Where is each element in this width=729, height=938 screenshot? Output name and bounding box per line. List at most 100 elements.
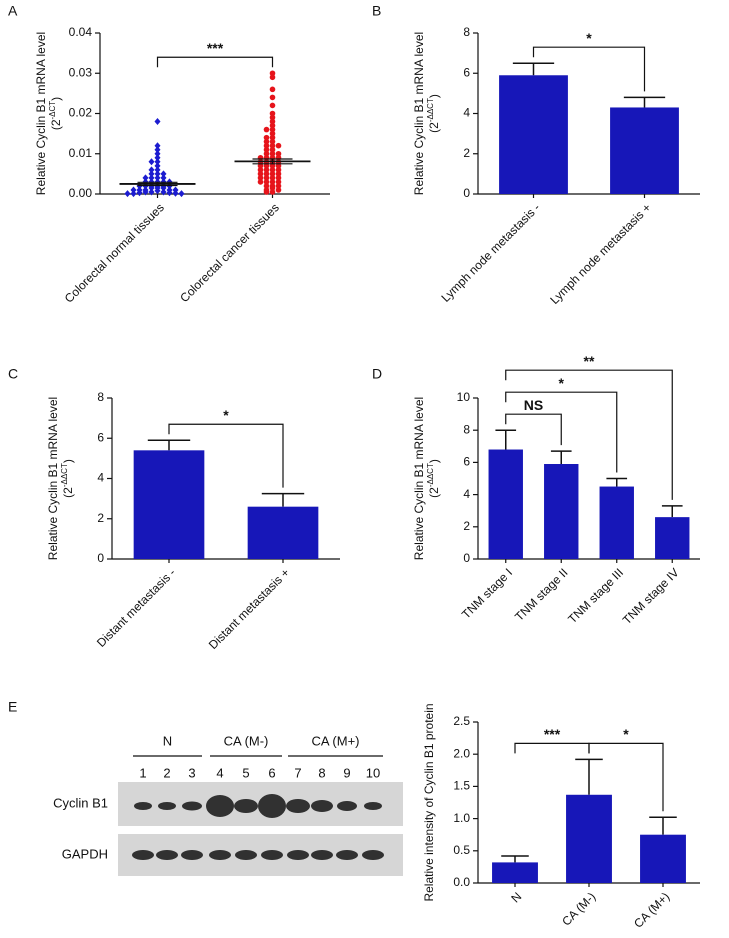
panel-letter: D <box>372 366 382 382</box>
y-unit-part: ) <box>49 97 63 101</box>
y-axis-unit: (2-ΔCT) <box>48 97 64 130</box>
significance-bracket <box>505 391 618 473</box>
lane-label: 2 <box>163 765 170 780</box>
data-point <box>269 171 276 177</box>
blot-band <box>311 800 333 812</box>
y-unit-part: (2 <box>49 119 63 130</box>
blot-band <box>182 801 202 811</box>
data-point <box>263 175 270 181</box>
x-tick-label: Lymph node metastasis - <box>438 200 542 304</box>
y-unit-part: ) <box>427 459 441 463</box>
lane-label: 5 <box>242 765 249 780</box>
significance-bracket <box>156 56 274 68</box>
blot-band <box>209 850 231 860</box>
y-axis-unit: (2-ΔΔCT) <box>426 94 442 133</box>
data-point <box>269 179 276 185</box>
bar <box>599 486 634 559</box>
blot-band <box>206 795 234 817</box>
data-point <box>275 183 282 189</box>
blot-band <box>156 850 178 860</box>
x-tick-label: Distant metastasis + <box>206 565 293 652</box>
data-point <box>269 138 276 145</box>
bar <box>566 794 612 883</box>
data-point <box>269 118 276 125</box>
bar <box>247 506 319 559</box>
lane-label: 10 <box>366 765 380 780</box>
x-tick-label: TNM stage II <box>512 565 570 623</box>
data-point <box>269 126 276 133</box>
data-point <box>257 179 264 185</box>
data-point <box>263 179 270 185</box>
y-tick-label: 2.0 <box>453 746 470 760</box>
data-point <box>263 167 270 173</box>
blot-group-label: CA (M+) <box>311 733 359 748</box>
data-point <box>269 189 276 195</box>
data-point <box>154 118 161 126</box>
data-point <box>257 163 264 169</box>
data-point <box>130 186 137 194</box>
data-point <box>178 190 185 198</box>
data-point <box>275 187 282 193</box>
data-point <box>148 174 155 182</box>
y-tick-label: 10 <box>457 390 471 404</box>
data-point <box>263 126 270 133</box>
lane-label: 9 <box>343 765 350 780</box>
data-point <box>269 86 276 93</box>
y-unit-part: (2 <box>61 487 75 498</box>
y-axis-label: Relative intensity of Cyclin B1 protein <box>422 703 436 901</box>
y-tick-label: 1.5 <box>453 779 470 793</box>
data-point <box>269 102 276 109</box>
blot-band <box>337 801 357 811</box>
blot-band <box>134 802 152 810</box>
significance-label: *** <box>207 40 224 56</box>
y-tick-label: 8 <box>97 390 104 404</box>
data-point <box>160 184 167 192</box>
data-point <box>269 70 276 77</box>
y-tick-label: 0.00 <box>69 186 93 200</box>
data-point <box>263 189 270 195</box>
data-point <box>263 146 270 153</box>
data-point <box>275 142 282 149</box>
lane-label: 8 <box>318 765 325 780</box>
data-point <box>142 174 149 182</box>
lane-label: 3 <box>188 765 195 780</box>
data-point <box>263 163 270 169</box>
data-point <box>160 188 167 196</box>
significance-bracket <box>168 423 284 488</box>
blot-group-label: CA (M-) <box>224 733 269 748</box>
data-point <box>269 142 276 149</box>
data-point <box>269 185 276 191</box>
blot-band <box>181 850 203 860</box>
x-tick-label: CA (M+) <box>631 889 672 930</box>
blot-band <box>235 850 257 860</box>
data-point <box>263 183 270 189</box>
y-tick-label: 0 <box>463 186 470 200</box>
data-point <box>172 189 179 197</box>
y-tick-label: 2 <box>97 511 104 525</box>
data-point <box>154 158 161 166</box>
y-unit-part: (2 <box>427 487 441 498</box>
bar <box>488 449 523 559</box>
bar <box>655 517 690 559</box>
y-unit-part: ) <box>427 94 441 98</box>
data-point <box>275 167 282 173</box>
data-point <box>257 175 264 181</box>
blot-band <box>287 850 309 860</box>
y-axis-label: Relative Cyclin B1 mRNA level <box>412 32 426 195</box>
y-tick-label: 1.0 <box>453 811 470 825</box>
panel-letter: E <box>8 699 17 715</box>
y-unit-part: (2 <box>427 122 441 133</box>
data-point <box>148 166 155 174</box>
x-tick-label: Colorectal normal tissues <box>62 200 167 305</box>
data-point <box>263 150 270 157</box>
data-point <box>148 170 155 178</box>
data-point <box>269 74 276 81</box>
y-tick-label: 4 <box>463 487 470 501</box>
blot-band <box>158 802 176 810</box>
data-point <box>269 94 276 101</box>
data-point <box>154 146 161 154</box>
data-point <box>269 150 276 157</box>
data-point <box>269 175 276 181</box>
x-tick-label: Lymph node metastasis + <box>547 200 654 307</box>
